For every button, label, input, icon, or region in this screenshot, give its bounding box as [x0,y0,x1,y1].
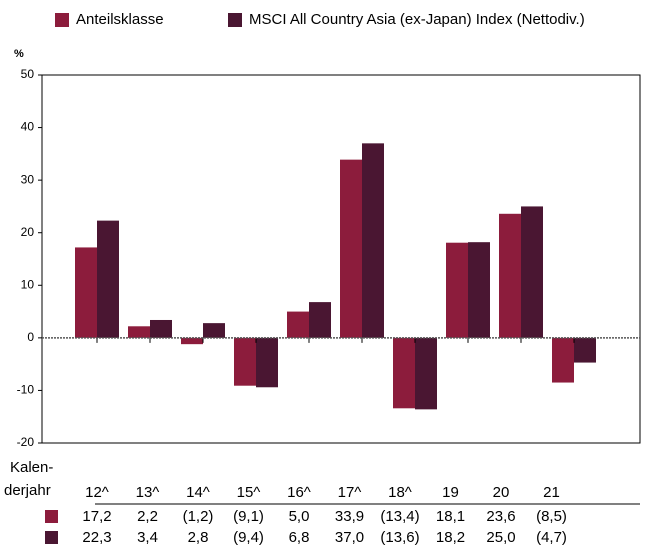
y-tick-label: 10 [21,277,35,291]
bar [287,311,309,338]
bar [552,337,574,383]
table-value: 25,0 [486,529,515,546]
y-tick-label: 50 [21,67,35,81]
table-header: 17^ [338,484,362,501]
table-value: 22,3 [82,529,111,546]
x-axis-label: Kalen- [10,459,53,476]
table-header: 19 [442,484,459,501]
table-header: 18^ [388,484,412,501]
table-value: 2,8 [188,529,209,546]
y-tick-label: 0 [27,330,34,344]
x-axis-label: derjahr [4,482,51,499]
table-value: 3,4 [137,529,158,546]
table-value: (9,1) [233,508,264,525]
table-value: (4,7) [536,529,567,546]
bar [203,323,225,338]
bar [521,206,543,338]
table-value: (9,4) [233,529,264,546]
bar [181,337,203,345]
table-header: 12^ [85,484,109,501]
table-swatch [45,510,58,523]
y-tick-label: 30 [21,172,35,186]
table-header: 14^ [186,484,210,501]
y-axis-label: % [14,48,24,60]
bar [150,319,172,338]
bar [499,213,521,338]
bar [393,337,415,409]
table-value: 23,6 [486,508,515,525]
table-header: 13^ [136,484,160,501]
table-header: 21 [543,484,560,501]
bar [97,220,119,338]
legend-label: Anteilsklasse [76,11,164,28]
legend-swatch [55,13,69,27]
table-value: 37,0 [335,529,364,546]
bar [256,337,278,388]
bar [362,143,384,338]
table-value: (13,6) [380,529,419,546]
bar [415,337,437,410]
table-value: (1,2) [183,508,214,525]
plot-frame [41,74,641,444]
table-value: 18,1 [436,508,465,525]
legend-swatch [228,13,242,27]
bar [446,242,468,338]
y-tick-label: -20 [17,435,35,449]
bar [128,326,150,338]
legend-label: MSCI All Country Asia (ex-Japan) Index (… [249,11,585,28]
y-tick-label: 40 [21,120,35,134]
bar [340,159,362,338]
bar [574,337,596,363]
table-value: 6,8 [289,529,310,546]
table-value: (8,5) [536,508,567,525]
table-swatch [45,531,58,544]
bar [75,247,97,338]
table-value: 33,9 [335,508,364,525]
bar [309,302,331,338]
bar [468,242,490,338]
table-value: 17,2 [82,508,111,525]
table-header: 16^ [287,484,311,501]
y-tick-label: -10 [17,383,35,397]
table-value: 5,0 [289,508,310,525]
table-value: (13,4) [380,508,419,525]
bar [234,337,256,386]
table-value: 18,2 [436,529,465,546]
y-tick-label: 20 [21,225,35,239]
table-value: 2,2 [137,508,158,525]
table-header: 15^ [237,484,261,501]
table-header: 20 [493,484,510,501]
